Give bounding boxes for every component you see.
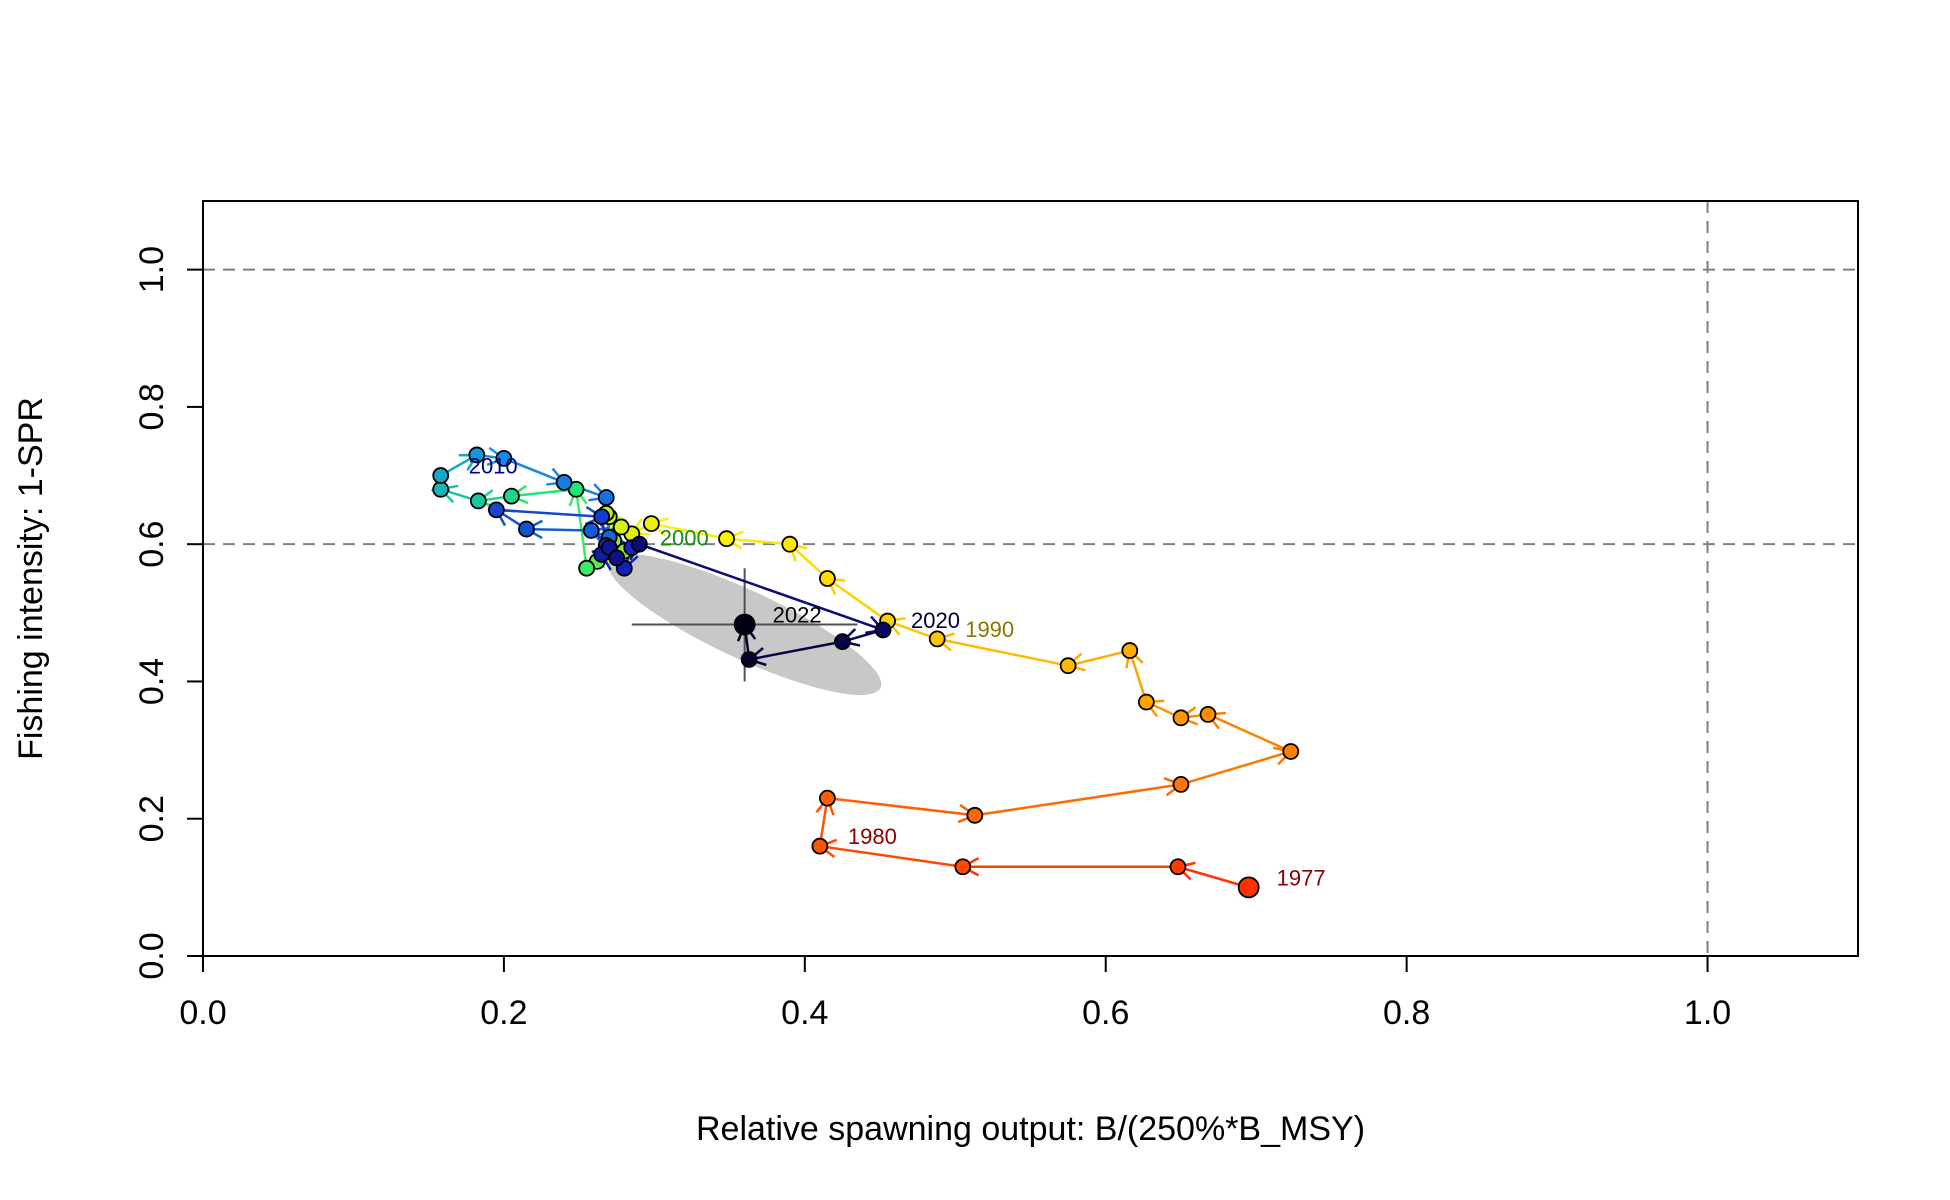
data-point xyxy=(966,806,984,824)
data-point xyxy=(630,535,648,553)
x-axis-label: Relative spawning output: B/(250%*B_MSY) xyxy=(696,1110,1365,1148)
data-point xyxy=(1172,776,1190,793)
year-label-1980: 1980 xyxy=(848,824,897,849)
data-point xyxy=(1137,693,1155,711)
data-point xyxy=(718,530,735,548)
data-point xyxy=(582,522,600,539)
data-point xyxy=(593,508,611,526)
trajectory-segment xyxy=(726,537,790,546)
year-label-1977: 1977 xyxy=(1277,865,1326,890)
trajectory-segment xyxy=(826,577,889,623)
data-point xyxy=(740,651,758,668)
data-point xyxy=(811,837,829,855)
y-tick-label: 0.4 xyxy=(133,658,171,705)
data-point xyxy=(578,559,596,577)
x-tick-label: 1.0 xyxy=(1684,994,1731,1032)
y-tick-label: 0.0 xyxy=(133,932,171,979)
year-label-2022: 2022 xyxy=(773,602,822,627)
data-point xyxy=(1199,706,1217,723)
data-point xyxy=(642,515,660,532)
data-point xyxy=(834,633,851,651)
trajectory-segment xyxy=(1207,713,1292,753)
trajectory-segment xyxy=(1180,750,1292,786)
trajectory-segment xyxy=(574,489,588,569)
data-point xyxy=(503,487,520,505)
y-axis-label: Fishing intensity: 1-SPR xyxy=(12,397,50,760)
trajectory-segment xyxy=(887,619,938,641)
year-label-2000: 2000 xyxy=(660,526,709,551)
trajectory-segment xyxy=(936,637,1069,667)
data-point xyxy=(818,570,836,587)
trajectory-segment xyxy=(651,522,727,540)
x-tick-label: 0.0 xyxy=(179,994,226,1032)
data-point xyxy=(1059,657,1077,675)
data-point xyxy=(874,621,892,639)
trajectory-segment xyxy=(748,640,843,661)
trajectory-segment xyxy=(1128,650,1148,703)
reference-lines xyxy=(203,201,1858,956)
data-point xyxy=(1169,858,1187,876)
data-point xyxy=(469,492,487,510)
trajectory-segment xyxy=(827,796,975,817)
year-labels: 1977 1980 1990 2000 2010 2020 2022 xyxy=(469,454,1326,891)
data-point xyxy=(468,446,486,464)
data-point xyxy=(432,480,450,498)
x-tick-label: 0.6 xyxy=(1082,994,1129,1032)
data-point xyxy=(612,518,630,536)
data-point xyxy=(954,858,972,876)
trajectory-segment xyxy=(1067,649,1131,667)
y-tick-label: 0.6 xyxy=(133,521,171,568)
axes: 0.0 0.2 0.4 0.6 0.8 1.0 0.0 0.2 0.4 0.6 0.8 1.0 xyxy=(133,246,1731,1032)
x-tick-label: 0.8 xyxy=(1383,994,1430,1032)
data-point xyxy=(928,630,946,648)
y-tick-label: 0.2 xyxy=(133,795,171,842)
data-point xyxy=(1282,743,1300,760)
data-point xyxy=(555,474,573,491)
trajectory-segment xyxy=(496,508,602,518)
x-tick-label: 0.2 xyxy=(480,994,527,1032)
year-label-1990: 1990 xyxy=(965,617,1014,642)
data-point xyxy=(733,613,756,636)
trajectory-segment xyxy=(503,457,565,484)
data-point xyxy=(495,449,513,467)
y-tick-label: 0.8 xyxy=(133,383,171,430)
trajectory-segment xyxy=(638,543,884,632)
data-point xyxy=(1172,709,1190,727)
trajectory-segment xyxy=(819,844,963,869)
data-point xyxy=(781,535,799,553)
trajectory-points xyxy=(432,446,1300,899)
data-point xyxy=(518,520,535,538)
data-point xyxy=(1237,876,1260,899)
data-point xyxy=(597,489,615,506)
data-point xyxy=(608,549,626,567)
trajectory-segment xyxy=(788,543,829,580)
plot-frame xyxy=(202,200,1859,957)
trajectory-segment xyxy=(974,783,1182,817)
data-point xyxy=(487,501,505,519)
data-point xyxy=(818,789,836,807)
year-label-2010: 2010 xyxy=(469,454,518,479)
trajectory-segment xyxy=(1177,865,1250,889)
data-point xyxy=(432,467,450,484)
y-tick-label: 1.0 xyxy=(133,246,171,293)
trajectory-segment xyxy=(526,527,592,532)
data-point xyxy=(1121,642,1139,659)
year-label-2020: 2020 xyxy=(911,608,960,633)
x-tick-label: 0.4 xyxy=(781,994,828,1032)
